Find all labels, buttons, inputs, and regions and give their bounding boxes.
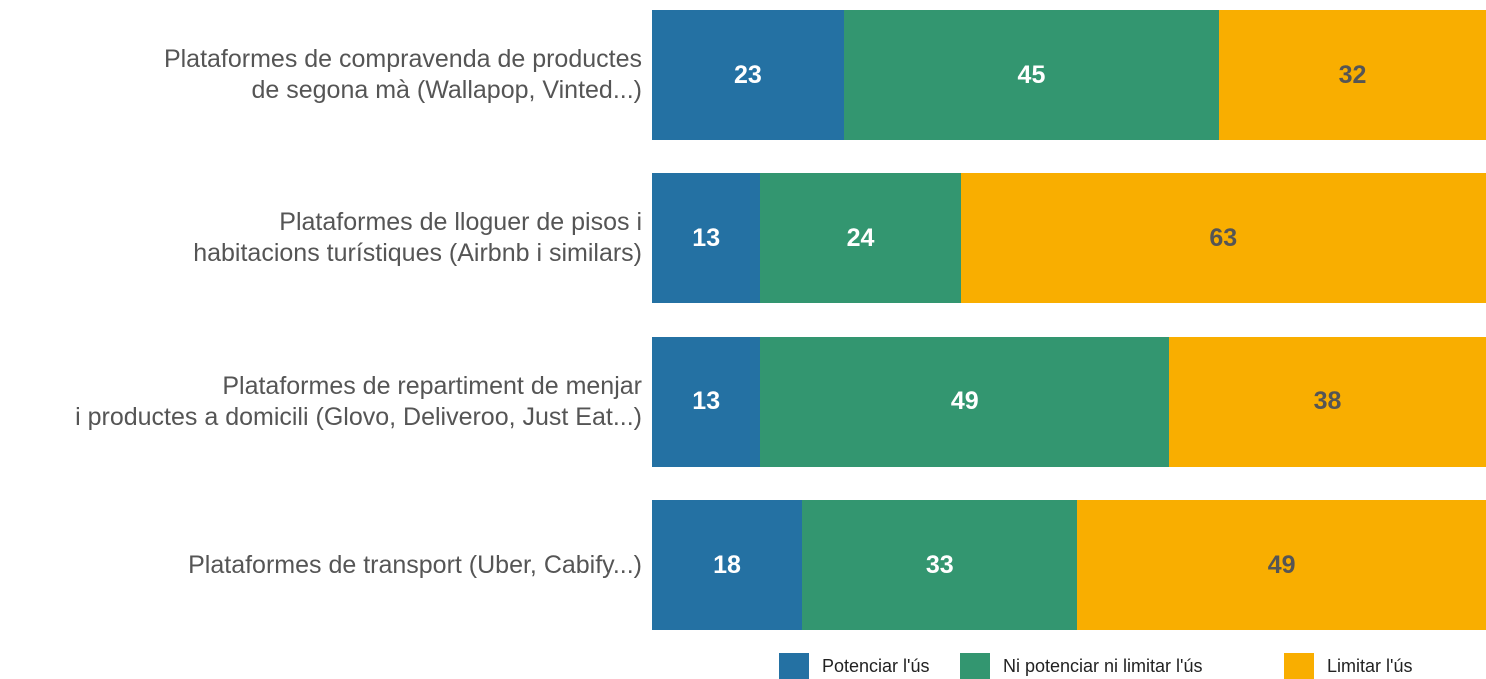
legend-swatch (779, 653, 809, 679)
bar-segment (760, 173, 961, 304)
value-label: 45 (1017, 60, 1046, 89)
bar-segment (652, 10, 844, 140)
bar-segment (652, 336, 761, 467)
value-label: 63 (1209, 223, 1238, 252)
category-label: Plataformes de lloguer de pisos i habita… (193, 208, 642, 268)
bar-segment (1169, 336, 1486, 467)
category-label: Plataformes de compravenda de productes … (163, 45, 642, 104)
bar-segment (652, 173, 761, 304)
bar-segment (760, 336, 1170, 467)
bar-segment (843, 10, 1220, 140)
value-label: 23 (734, 60, 762, 89)
legend-label: Limitar l'ús (1327, 656, 1413, 676)
bar-segment (652, 500, 803, 631)
bar-segment (960, 173, 1486, 304)
legend-swatch (960, 653, 990, 679)
value-label: 24 (846, 223, 875, 252)
bar-segment (1077, 500, 1486, 631)
value-label: 49 (950, 387, 979, 416)
bar-segment (1219, 10, 1486, 140)
value-label: 32 (1338, 60, 1367, 89)
legend-label: Ni potenciar ni limitar l'ús (1003, 656, 1203, 676)
value-label: 38 (1313, 387, 1342, 416)
value-label: 18 (713, 550, 741, 579)
value-label: 33 (925, 550, 954, 579)
legend-swatch (1284, 653, 1314, 679)
value-label: 49 (1267, 550, 1296, 579)
bar-segment (802, 500, 1078, 631)
value-label: 13 (692, 223, 721, 252)
category-label: Plataformes de transport (Uber, Cabify..… (188, 550, 642, 579)
value-label: 13 (692, 387, 721, 416)
category-label: Plataformes de repartiment de menjar i p… (75, 371, 642, 431)
legend-label: Potenciar l'ús (822, 656, 930, 676)
